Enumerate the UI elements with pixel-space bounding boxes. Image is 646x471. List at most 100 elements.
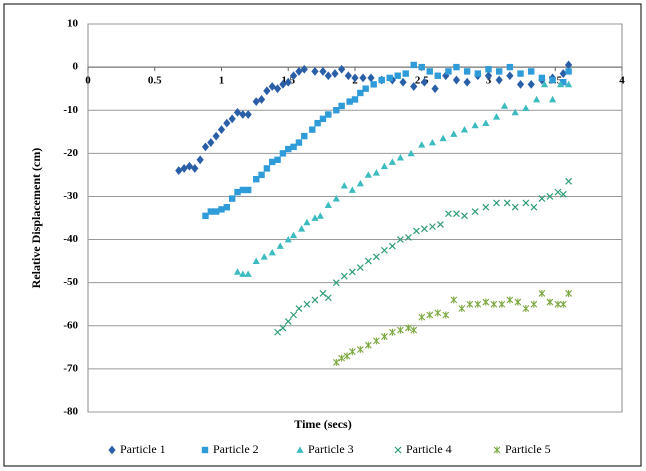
point — [528, 68, 535, 75]
point — [380, 246, 388, 254]
point — [565, 177, 573, 185]
point — [559, 190, 567, 198]
point — [319, 115, 327, 123]
legend-marker — [108, 445, 116, 455]
point — [506, 296, 514, 304]
point — [442, 311, 450, 319]
point — [538, 195, 546, 203]
legend-item: Particle 4 — [394, 442, 452, 456]
point — [554, 188, 562, 196]
point — [331, 69, 339, 78]
point — [532, 95, 541, 103]
point — [418, 313, 426, 321]
point — [517, 70, 524, 77]
point — [217, 125, 226, 135]
series — [274, 177, 573, 336]
point — [450, 296, 458, 304]
point — [364, 171, 372, 178]
point — [410, 61, 417, 69]
point — [437, 221, 444, 228]
point — [495, 68, 503, 75]
point — [284, 235, 292, 243]
point — [554, 300, 562, 308]
point — [332, 195, 340, 202]
point — [428, 138, 437, 146]
y-tick-label: -20 — [63, 147, 78, 159]
x-tick-label: 1 — [219, 75, 225, 87]
point — [367, 73, 375, 83]
point — [285, 145, 292, 153]
point — [453, 63, 460, 71]
point — [346, 98, 353, 105]
point — [474, 300, 482, 308]
point — [452, 75, 461, 85]
point — [324, 294, 332, 302]
point — [290, 143, 297, 151]
point — [559, 300, 567, 308]
point — [380, 162, 388, 170]
point — [340, 182, 348, 189]
point — [212, 131, 220, 141]
point — [260, 253, 268, 260]
point — [196, 155, 204, 165]
point — [418, 141, 426, 148]
point — [274, 156, 281, 163]
point — [372, 253, 380, 261]
point — [279, 150, 287, 157]
point — [410, 82, 418, 91]
legend-label: Particle 1 — [120, 442, 166, 456]
point — [420, 77, 429, 87]
point — [357, 89, 364, 97]
point — [359, 73, 367, 83]
point — [463, 68, 471, 75]
y-tick-label: -60 — [63, 319, 78, 331]
point — [471, 121, 479, 129]
series — [175, 60, 573, 175]
point — [458, 305, 466, 313]
point — [484, 71, 493, 81]
point — [324, 71, 332, 81]
point — [397, 326, 404, 334]
point — [239, 186, 247, 194]
point — [212, 208, 220, 215]
point — [386, 74, 393, 82]
point — [311, 67, 319, 76]
point — [560, 79, 567, 86]
point — [295, 305, 303, 312]
point — [311, 214, 319, 221]
point — [388, 328, 396, 336]
point — [522, 199, 530, 207]
point — [546, 193, 554, 200]
y-tick-label: 0 — [73, 61, 79, 73]
point — [263, 165, 271, 172]
legend-label: Particle 2 — [213, 442, 259, 456]
point — [202, 212, 209, 220]
point — [404, 233, 412, 241]
point — [253, 176, 260, 183]
point — [252, 257, 260, 264]
point — [548, 95, 557, 103]
y-tick-label: -40 — [63, 233, 78, 245]
x-tick-label: 0 — [85, 75, 91, 87]
point — [538, 289, 546, 297]
point — [460, 126, 469, 133]
point — [495, 75, 503, 85]
legend-item: Particle 1 — [108, 442, 166, 456]
point — [388, 242, 396, 250]
point — [298, 225, 306, 232]
point — [522, 305, 530, 313]
point — [420, 225, 428, 233]
legend-label: Particle 4 — [406, 442, 452, 456]
point — [463, 77, 471, 87]
point — [252, 97, 260, 106]
y-tick-label: 10 — [67, 18, 79, 30]
point — [301, 132, 308, 140]
point — [207, 208, 215, 215]
point — [372, 169, 380, 176]
point — [223, 118, 231, 128]
series — [202, 61, 572, 220]
point — [332, 358, 340, 366]
point — [407, 149, 415, 157]
point — [351, 96, 359, 103]
point — [461, 212, 468, 220]
